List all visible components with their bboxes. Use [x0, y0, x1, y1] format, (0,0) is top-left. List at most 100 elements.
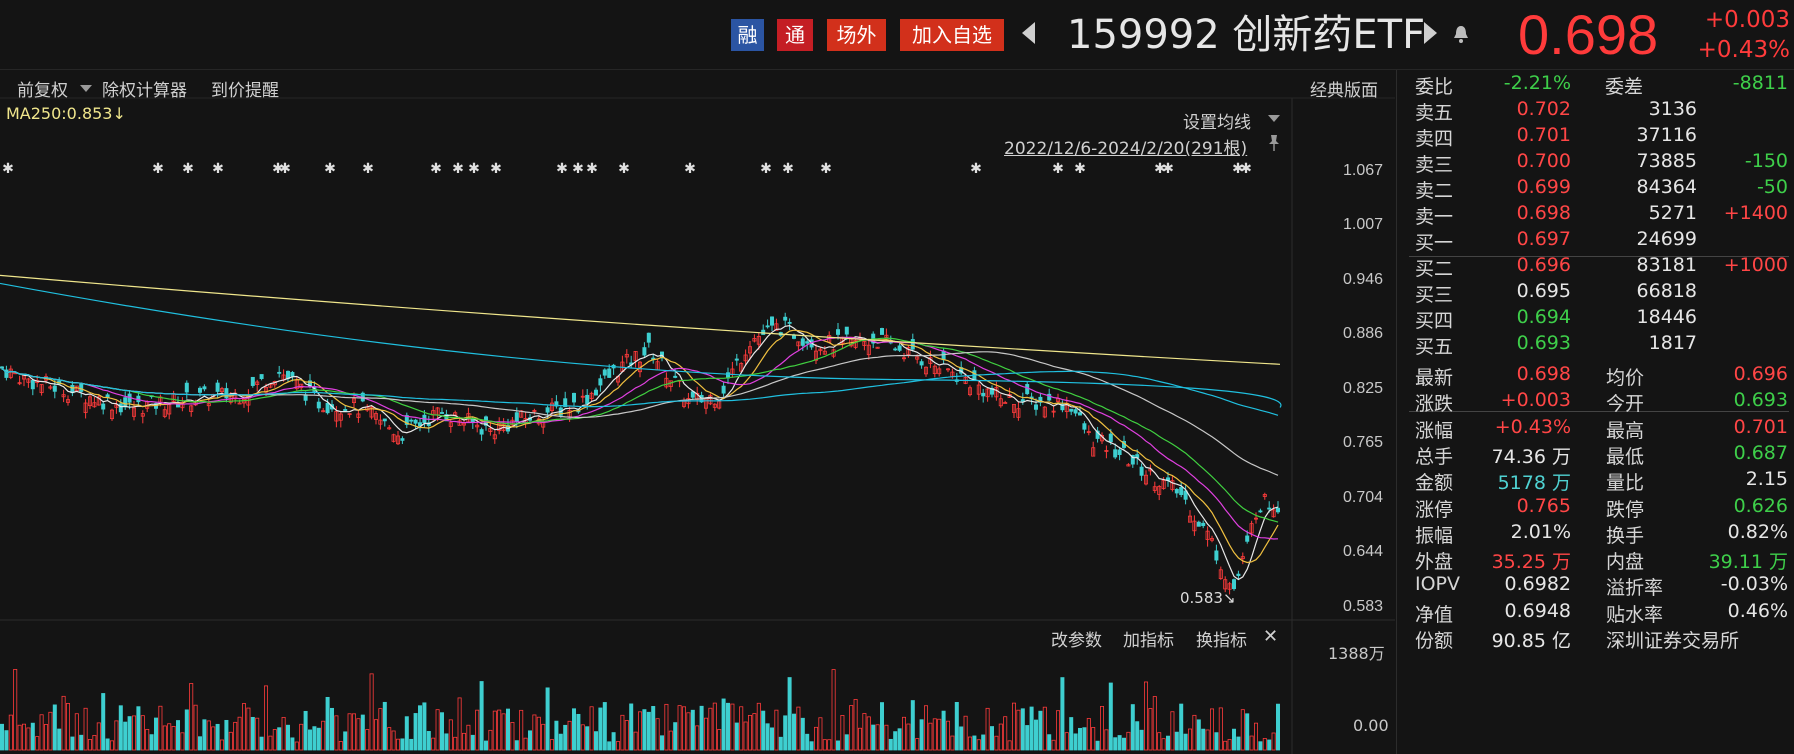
volume-bar	[483, 740, 488, 751]
stat-row[interactable]: 金额 5178 万 量比 2.15	[1397, 466, 1794, 496]
candle-body	[937, 368, 942, 375]
stat-value: 0.46%	[1727, 599, 1788, 622]
book-divider	[1409, 411, 1789, 412]
stat-row[interactable]: 外盘 35.25 万 内盘 39.11 万	[1397, 545, 1794, 575]
adjust-select[interactable]: 前复权	[17, 81, 68, 101]
volume-bar	[800, 717, 805, 751]
candle-body	[545, 407, 550, 413]
bid-level-label: 买五	[1415, 336, 1454, 358]
volume-bar	[70, 736, 75, 751]
event-marker-icon: ✱	[212, 161, 224, 177]
volume-bar	[1262, 738, 1267, 751]
pin-icon[interactable]	[1266, 134, 1282, 152]
stat-row[interactable]: 最新 0.698 均价 0.696	[1397, 361, 1794, 391]
bell-icon[interactable]	[1453, 24, 1469, 44]
volume-bar	[959, 726, 964, 751]
set-ma-button[interactable]: 设置均线	[1183, 113, 1251, 133]
candle-body	[488, 427, 493, 432]
connect-tag[interactable]: 通	[777, 19, 813, 51]
ask-row[interactable]: 卖五 0.702 3136	[1397, 96, 1794, 126]
edit-params-button[interactable]: 改参数	[1051, 631, 1102, 651]
volume-bar	[74, 713, 79, 751]
bid-row[interactable]: 买四 0.694 18446	[1397, 304, 1794, 334]
volume-bar	[431, 737, 436, 751]
candle-body	[805, 341, 810, 344]
candle-body	[140, 413, 145, 417]
candle-body	[39, 384, 44, 394]
stat-row[interactable]: 净值 0.6948 贴水率 0.46%	[1397, 598, 1794, 628]
candle-body	[594, 389, 599, 396]
volume-bar	[88, 739, 93, 751]
candle-body	[162, 409, 167, 417]
volume-bar	[1060, 677, 1065, 751]
ma120-line	[0, 282, 1282, 408]
ask-row[interactable]: 卖一 0.698 5271 +1400	[1397, 200, 1794, 230]
ex-rights-calculator-button[interactable]: 除权计算器	[102, 81, 187, 101]
volume-bar	[726, 702, 731, 751]
price-alert-button[interactable]: 到价提醒	[211, 81, 279, 101]
volume-bar	[1104, 729, 1109, 751]
switch-indicator-button[interactable]: 换指标	[1196, 631, 1247, 651]
volume-bar	[937, 718, 942, 751]
volume-bar	[629, 703, 634, 751]
stat-row[interactable]: 总手 74.36 万 最低 0.687	[1397, 440, 1794, 470]
stat-label: 跌停	[1606, 498, 1645, 521]
volume-bar	[435, 709, 440, 751]
volume-bar	[906, 723, 911, 751]
bid-row[interactable]: 买一 0.697 24699	[1397, 226, 1794, 256]
volume-bar	[1007, 740, 1012, 751]
ask-row[interactable]: 卖三 0.700 73885 -150	[1397, 148, 1794, 178]
volume-bar	[35, 736, 40, 751]
event-marker-icon: ✱	[684, 161, 696, 177]
candle-body	[554, 401, 559, 407]
volume-bar	[567, 720, 572, 751]
close-icon[interactable]: ✕	[1263, 626, 1279, 647]
otc-tag[interactable]: 场外	[827, 19, 886, 51]
volume-bar	[400, 738, 405, 751]
volume-bar	[175, 720, 180, 751]
date-range-link[interactable]: 2022/12/6-2024/2/20(291根)	[1004, 139, 1248, 159]
volume-bar	[902, 716, 907, 751]
candle-body	[1183, 490, 1188, 500]
kline-chart[interactable]: ✱ ✱ ✱ ✱ ✱✱ ✱ ✱ ✱ ✱ ✱ ✱ ✱ ✱ ✱ ✱ ✱ ✱ ✱ ✱ ✱ ✱ ✱ ✱✱ ✱✱	[0, 0, 1395, 754]
ask-row[interactable]: 卖二 0.699 84364 -50	[1397, 174, 1794, 204]
candle-body	[1095, 430, 1100, 439]
stat-row[interactable]: 份额 90.85 亿 深圳证券交易所	[1397, 624, 1794, 654]
add-indicator-button[interactable]: 加指标	[1123, 631, 1174, 651]
volume-bar	[778, 736, 783, 751]
bid-row[interactable]: 买五 0.693 1817	[1397, 330, 1794, 360]
volume-bar	[329, 707, 334, 751]
ask-volume: 37116	[1636, 124, 1697, 146]
ask-row[interactable]: 卖四 0.701 37116	[1397, 122, 1794, 152]
stat-row[interactable]: IOPV 0.6982 溢折率 -0.03%	[1397, 571, 1794, 601]
volume-bar	[1038, 710, 1043, 751]
stat-row[interactable]: 涨停 0.765 跌停 0.626	[1397, 493, 1794, 523]
stat-row[interactable]: 振幅 2.01% 换手 0.82%	[1397, 519, 1794, 549]
prev-security-icon[interactable]	[1022, 22, 1035, 44]
volume-bar	[840, 715, 845, 751]
volume-bar	[602, 702, 607, 751]
margin-tag[interactable]: 融	[731, 19, 764, 51]
candle-body	[215, 382, 220, 392]
y-tick-label: 1.007	[1343, 216, 1384, 233]
classic-layout-button[interactable]: 经典版面	[1310, 81, 1378, 101]
add-watchlist-button[interactable]: 加入自选	[900, 19, 1004, 51]
candle-body	[123, 397, 128, 408]
volume-bar	[858, 727, 863, 751]
chevron-down-icon[interactable]	[80, 85, 92, 92]
stat-value: +0.003	[1500, 389, 1571, 412]
candle-body	[514, 412, 519, 422]
volume-bar	[968, 736, 973, 751]
stat-label: 溢折率	[1606, 577, 1664, 600]
volume-bar	[1047, 734, 1052, 751]
stat-row[interactable]: 涨幅 +0.43% 最高 0.701	[1397, 414, 1794, 444]
next-security-icon[interactable]	[1424, 22, 1437, 44]
volume-bar	[1166, 735, 1171, 751]
chevron-down-icon[interactable]	[1268, 115, 1280, 122]
bid-row[interactable]: 买三 0.695 66818	[1397, 278, 1794, 308]
volume-bar	[52, 704, 57, 751]
candle-body	[1262, 494, 1267, 497]
bid-row[interactable]: 买二 0.696 83181 +1000	[1397, 252, 1794, 282]
stat-row[interactable]: 涨跌 +0.003 今开 0.693	[1397, 387, 1794, 417]
candle-body	[946, 368, 951, 371]
